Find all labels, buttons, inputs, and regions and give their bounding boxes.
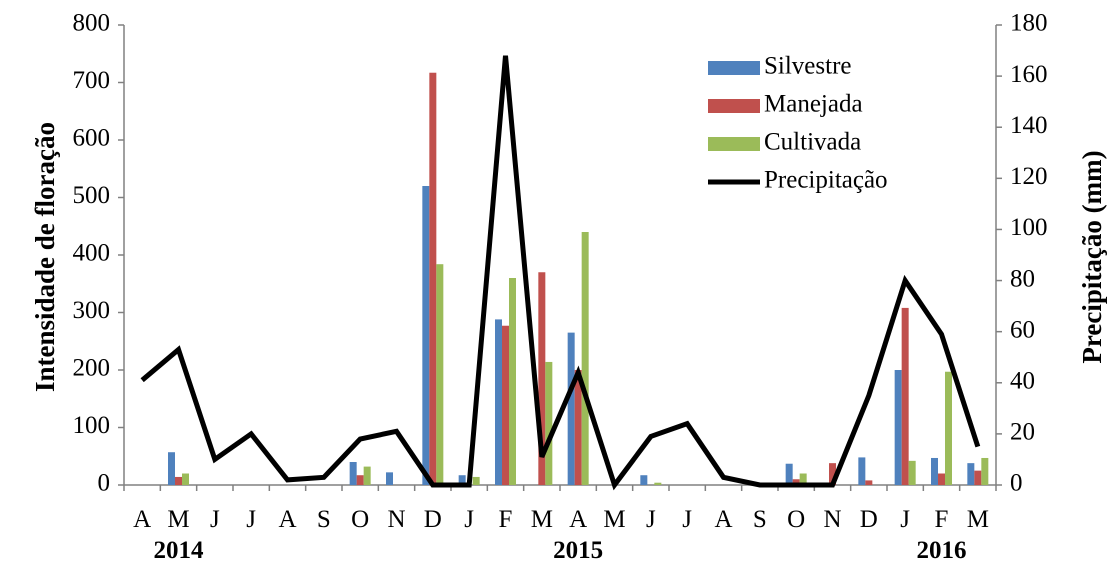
x-tick-label: A — [278, 506, 296, 533]
y2-tick-label: 40 — [1010, 368, 1035, 395]
x-tick-label: D — [424, 506, 442, 533]
x-tick-label: N — [387, 506, 405, 533]
bar — [363, 466, 371, 485]
y-tick-label: 500 — [73, 182, 111, 209]
legend-swatch — [708, 99, 760, 113]
year-label: 2015 — [553, 537, 603, 564]
bar — [356, 475, 364, 485]
legend-swatch — [708, 137, 760, 151]
x-tick-label: M — [167, 506, 189, 533]
legend-label: Precipitação — [764, 167, 888, 194]
x-tick-label: M — [967, 506, 989, 533]
x-tick-label: J — [646, 506, 656, 533]
y2-tick-label: 120 — [1010, 163, 1048, 190]
bar — [574, 370, 582, 485]
legend-label: Cultivada — [764, 129, 861, 156]
x-tick-label: F — [935, 506, 949, 533]
bar — [386, 472, 393, 485]
bar — [865, 480, 873, 485]
year-label: 2014 — [154, 537, 205, 564]
y-tick-label: 100 — [73, 412, 111, 439]
legend-swatch — [708, 61, 760, 75]
x-tick-label: O — [787, 506, 805, 533]
bar — [495, 319, 502, 485]
legend-label: Manejada — [764, 91, 863, 118]
x-tick-label: F — [499, 506, 513, 533]
bar — [429, 72, 437, 485]
bar — [829, 463, 836, 485]
y-axis-title: Intensidade de floração — [30, 122, 60, 392]
y2-tick-label: 80 — [1010, 265, 1035, 292]
y-tick-label: 700 — [73, 67, 111, 94]
bar — [654, 482, 662, 485]
bar — [545, 361, 553, 485]
x-tick-label: J — [682, 506, 692, 533]
precipitation-line — [140, 55, 981, 491]
y2-tick-label: 100 — [1010, 214, 1048, 241]
bar — [967, 463, 975, 485]
x-tick-label: J — [246, 506, 256, 533]
bar — [168, 452, 175, 485]
x-tick-label: M — [603, 506, 625, 533]
x-tick-label: D — [860, 506, 878, 533]
bar — [182, 473, 189, 485]
bar — [581, 232, 589, 485]
bar — [974, 470, 982, 485]
year-label: 2016 — [917, 537, 967, 564]
bar — [436, 264, 444, 485]
bar — [175, 476, 182, 485]
bar — [502, 325, 509, 485]
bar — [945, 371, 952, 485]
bar — [567, 332, 575, 485]
bar — [908, 460, 916, 485]
y-tick-label: 400 — [73, 240, 111, 267]
y-tick-label: 600 — [73, 125, 111, 152]
x-tick-label: M — [531, 506, 553, 533]
x-tick-label: S — [753, 506, 767, 533]
y-tick-label: 300 — [73, 297, 111, 324]
y2-tick-label: 160 — [1010, 61, 1048, 88]
y-tick-label: 200 — [73, 355, 111, 382]
x-tick-label: O — [351, 506, 369, 533]
bar — [799, 473, 807, 485]
y2-axis-title: Precipitação (mm) — [1077, 150, 1107, 363]
x-tick-label: A — [714, 506, 732, 533]
bar — [792, 479, 800, 485]
bar — [931, 457, 938, 485]
y2-tick-label: 0 — [1010, 470, 1023, 497]
bar — [509, 278, 516, 485]
y2-tick-label: 60 — [1010, 316, 1035, 343]
legend-label: Silvestre — [764, 53, 852, 80]
x-tick-label: A — [569, 506, 587, 533]
x-tick-label: J — [464, 506, 474, 533]
y2-tick-label: 180 — [1010, 10, 1048, 37]
x-tick-label: J — [210, 506, 220, 533]
y-tick-label: 0 — [98, 470, 111, 497]
bar — [901, 307, 909, 485]
bar — [472, 476, 480, 485]
bar — [938, 473, 945, 485]
y2-tick-label: 20 — [1010, 419, 1035, 446]
bar — [981, 457, 989, 485]
bar — [640, 475, 648, 485]
bar — [538, 272, 546, 485]
bar — [349, 462, 357, 485]
y2-tick-label: 140 — [1010, 112, 1048, 139]
bar — [894, 370, 902, 485]
plot-area: 0 100 200 300 400 500 600 700 800 0 20 40 60 80 100 120… — [73, 10, 1048, 564]
bar — [858, 457, 866, 485]
bar — [785, 463, 793, 485]
bar — [422, 186, 430, 485]
x-tick-label: J — [900, 506, 910, 533]
bar — [458, 475, 466, 485]
x-tick-label: S — [317, 506, 331, 533]
y-tick-label: 800 — [73, 10, 111, 37]
x-tick-label: N — [823, 506, 841, 533]
x-tick-label: A — [133, 506, 151, 533]
